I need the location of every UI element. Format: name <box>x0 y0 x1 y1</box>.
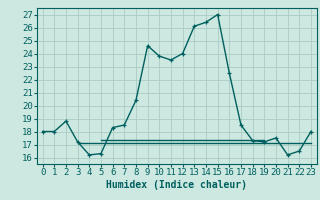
X-axis label: Humidex (Indice chaleur): Humidex (Indice chaleur) <box>106 180 247 190</box>
